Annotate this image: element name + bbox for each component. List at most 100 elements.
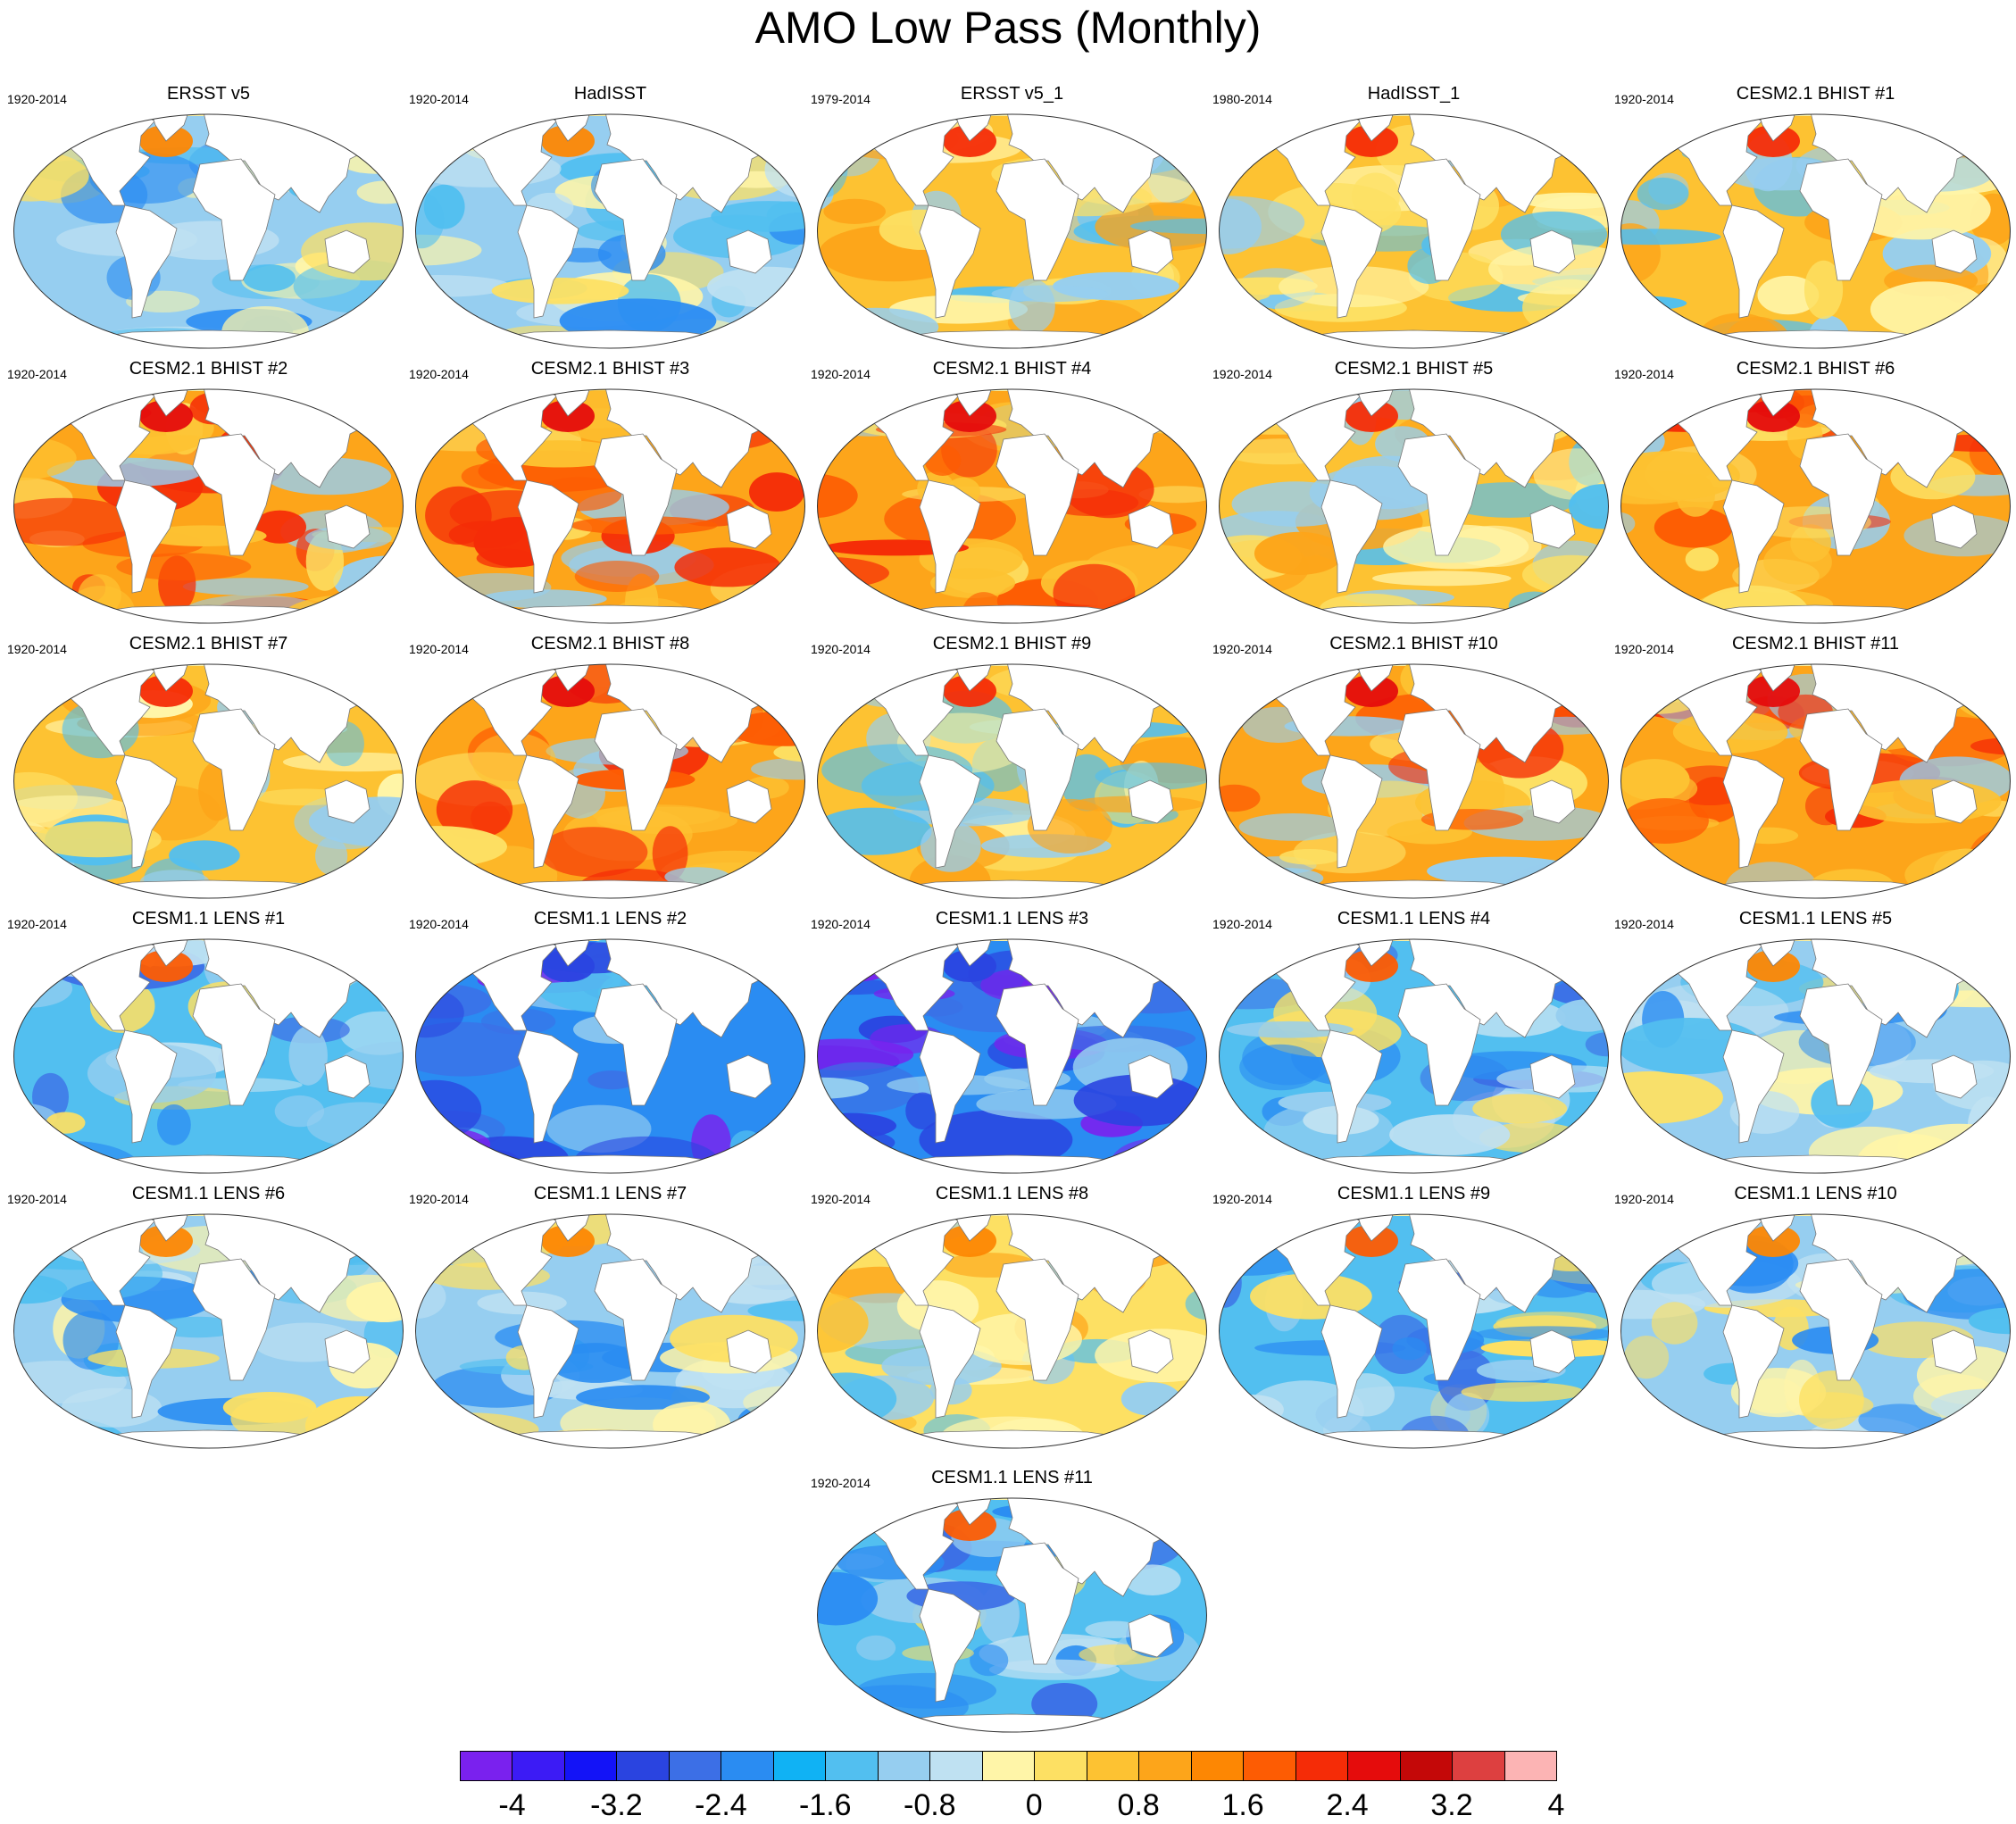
anomaly-contour: [970, 1644, 1009, 1677]
landmass-africa: [996, 158, 1079, 281]
panel-title: CESM1.1 LENS #2: [533, 909, 687, 929]
anomaly-contour: [674, 547, 781, 587]
figure-title: AMO Low Pass (Monthly): [754, 3, 1262, 53]
anomaly-contour: [415, 592, 496, 612]
panel-period: 1920-2014: [409, 917, 469, 931]
anomaly-contour: [1970, 1213, 2011, 1256]
panel-period: 1920-2014: [409, 1192, 469, 1206]
map-border: [12, 1213, 404, 1449]
panel-period: 1920-2014: [409, 367, 469, 381]
panel-title: CESM2.1 BHIST #10: [1329, 634, 1498, 654]
map-border: [1620, 1213, 2012, 1449]
colorbar-swatch: [772, 1751, 827, 1781]
panel-period: 1920-2014: [1614, 367, 1674, 381]
map-panel: CESM2.1 BHIST #5 1920-2014: [1212, 357, 1615, 632]
colorbar-tick-label: 3.2: [1430, 1788, 1473, 1822]
anomaly-contour: [1804, 260, 1844, 320]
anomaly-contour: [415, 296, 463, 339]
anomaly-contour: [363, 1154, 404, 1174]
anomaly-contour: [27, 1154, 121, 1174]
panel-title: CESM1.1 LENS #7: [533, 1184, 687, 1204]
world-map: [1620, 938, 2012, 1174]
world-map: [414, 113, 806, 349]
landmass-antarctica: [80, 329, 337, 349]
anomaly-contour: [856, 1635, 896, 1661]
landmass-africa: [192, 158, 276, 281]
anomaly-contour: [415, 1154, 479, 1171]
colorbar-swatch: [721, 1751, 774, 1781]
world-map: [1620, 388, 2012, 624]
panel-title: CESM1.1 LENS #1: [131, 909, 286, 929]
anomaly-contour: [346, 1154, 404, 1170]
panel-period: 1920-2014: [1212, 642, 1272, 656]
anomaly-contour: [1221, 1395, 1284, 1425]
colorbar-tick-label: 2.4: [1326, 1788, 1369, 1822]
panel-period: 1920-2014: [7, 1192, 67, 1206]
anomaly-contour: [13, 315, 46, 349]
panel-title: CESM2.1 BHIST #4: [932, 359, 1092, 379]
landmass-australia: [1931, 779, 1978, 824]
panel-title: CESM1.1 LENS #10: [1734, 1184, 1897, 1204]
anomaly-contour: [1552, 855, 1609, 899]
colorbar-tick-label: 0.8: [1117, 1788, 1160, 1822]
anomaly-contour: [1763, 539, 1832, 585]
anomaly-contour: [1620, 798, 1709, 844]
map-border: [12, 938, 404, 1174]
colorbar-swatch: [668, 1751, 722, 1781]
anomaly-contour: [1870, 281, 1988, 337]
landmass-samerica: [1722, 1029, 1785, 1144]
anomaly-contour: [1238, 813, 1348, 841]
anomaly-contour: [315, 837, 348, 876]
panel-period: 1920-2014: [811, 1192, 871, 1206]
anomaly-contour: [1279, 849, 1340, 865]
anomaly-contour: [1620, 1154, 1708, 1174]
panel-period: 1920-2014: [7, 367, 67, 381]
colorbar-swatch: [981, 1751, 1036, 1781]
colorbar-tick-label: 0: [1025, 1788, 1043, 1822]
landmass-antarctica: [1687, 604, 1945, 624]
world-map: [1620, 663, 2012, 899]
world-map: [1218, 113, 1610, 349]
landmass-africa: [594, 708, 678, 831]
map-border: [816, 1213, 1208, 1449]
world-map: [1620, 1213, 2012, 1449]
panel-period: 1920-2014: [409, 92, 469, 106]
map-border: [1620, 938, 2012, 1174]
anomaly-contour: [905, 1092, 940, 1130]
anomaly-contour: [1244, 867, 1324, 889]
anomaly-contour: [1073, 1074, 1205, 1127]
colorbar-tick-label: -4: [498, 1788, 526, 1822]
panel-title: CESM1.1 LENS #6: [131, 1184, 286, 1204]
map-border: [12, 113, 404, 349]
map-panel: CESM1.1 LENS #11 1920-2014: [811, 1466, 1213, 1741]
anomaly-contour: [1219, 663, 1291, 691]
landmass-samerica: [1722, 1304, 1785, 1419]
anomaly-contour: [46, 457, 202, 487]
landmass-australia: [1128, 1329, 1174, 1374]
anomaly-contour: [1620, 396, 1687, 414]
landmass-africa: [594, 1258, 678, 1381]
panel-period: 1979-2014: [811, 92, 871, 106]
landmass-africa: [996, 708, 1079, 831]
anomaly-contour: [491, 278, 629, 304]
panel-title: CESM2.1 BHIST #2: [129, 359, 288, 379]
panel-title: HadISST_1: [1367, 84, 1461, 104]
panel-title: CESM2.1 BHIST #8: [530, 634, 690, 654]
panel-title: CESM1.1 LENS #5: [1738, 909, 1893, 929]
anomaly-contour: [1239, 1044, 1321, 1091]
world-map: [414, 388, 806, 624]
landmass-antarctica: [884, 879, 1141, 899]
anomaly-contour: [1254, 531, 1345, 575]
landmass-australia: [1529, 1329, 1576, 1374]
anomaly-contour: [1064, 461, 1154, 519]
anomaly-contour: [817, 673, 876, 709]
anomaly-contour: [758, 1145, 805, 1174]
anomaly-contour: [1219, 196, 1305, 249]
anomaly-contour: [1185, 1287, 1207, 1320]
panel-title: CESM1.1 LENS #3: [935, 909, 1089, 929]
landmass-australia: [1931, 1054, 1978, 1099]
landmass-samerica: [517, 1304, 579, 1419]
landmass-africa: [996, 1258, 1079, 1381]
anomaly-contour: [1508, 591, 1560, 622]
panel-period: 1920-2014: [811, 642, 871, 656]
